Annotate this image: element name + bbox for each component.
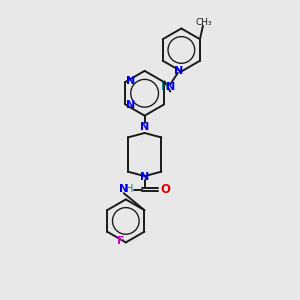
Text: F: F <box>117 236 124 246</box>
Text: H: H <box>160 82 168 92</box>
Text: N: N <box>140 172 149 182</box>
Text: N: N <box>140 122 149 132</box>
Text: N: N <box>119 184 128 194</box>
Text: CH₃: CH₃ <box>195 18 212 27</box>
Text: H: H <box>126 184 134 194</box>
Text: N: N <box>126 100 135 110</box>
Text: N: N <box>166 82 176 92</box>
Text: N: N <box>126 76 135 86</box>
Text: N: N <box>174 66 184 76</box>
Text: O: O <box>160 183 170 196</box>
